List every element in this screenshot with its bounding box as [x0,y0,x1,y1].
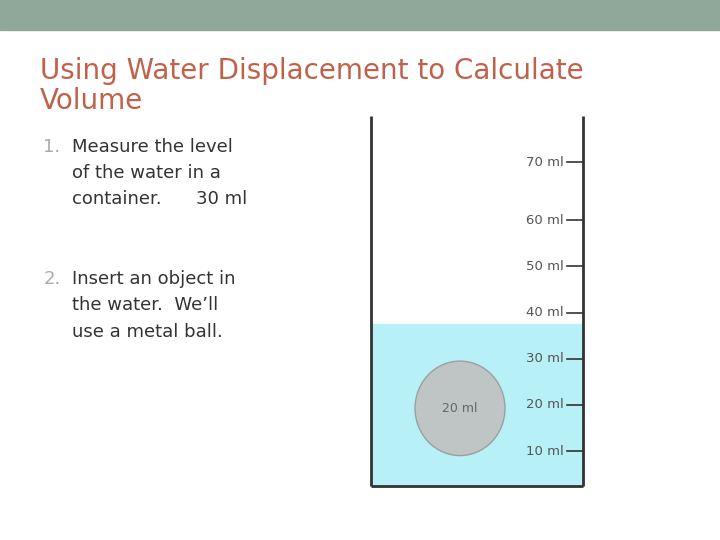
Text: 20 ml: 20 ml [526,399,564,411]
Text: Using Water Displacement to Calculate: Using Water Displacement to Calculate [40,57,583,85]
Text: 60 ml: 60 ml [526,213,564,227]
Text: 70 ml: 70 ml [526,156,564,169]
Bar [371,324,583,486]
Text: 1.: 1. [43,138,60,156]
Text: 30 ml: 30 ml [526,352,564,365]
Text: 20 ml: 20 ml [442,402,478,415]
Text: Measure the level
of the water in a
container.      30 ml: Measure the level of the water in a cont… [72,138,247,208]
Text: 2.: 2. [43,270,60,288]
Text: 40 ml: 40 ml [526,306,564,319]
Bar [0,0,720,30]
Ellipse shape [415,361,505,456]
Text: 50 ml: 50 ml [526,260,564,273]
Text: Volume: Volume [40,87,143,116]
Text: Insert an object in
the water.  We’ll
use a metal ball.: Insert an object in the water. We’ll use… [72,270,235,341]
Text: 10 ml: 10 ml [526,445,564,458]
